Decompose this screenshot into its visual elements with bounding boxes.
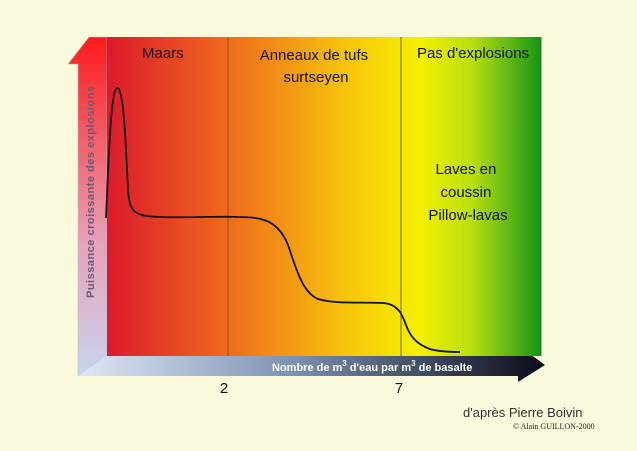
zone-label-maars: Maars (142, 45, 184, 62)
copyright-text: © Alain GUILLON-2000 (513, 422, 595, 431)
zone-label-no-explosions: Pas d'explosions (417, 45, 529, 62)
explosion-curve (105, 87, 461, 353)
x-tick-7: 7 (395, 380, 403, 397)
zone-label-tuff-rings: Anneaux de tufs surtseyen (260, 47, 373, 86)
x-axis-arrow (78, 345, 545, 382)
zone-label-pillow-lavas: Laves en coussin Pillow-lavas (428, 161, 507, 224)
credit-text: d'après Pierre Boivin (463, 405, 583, 420)
y-axis-label: Puissance croissante des explosions (85, 85, 97, 298)
x-axis-label: Nombre de m3 d'eau par m3 de basalte (272, 359, 472, 374)
x-tick-2: 2 (220, 380, 228, 397)
zone-panel (107, 37, 541, 356)
